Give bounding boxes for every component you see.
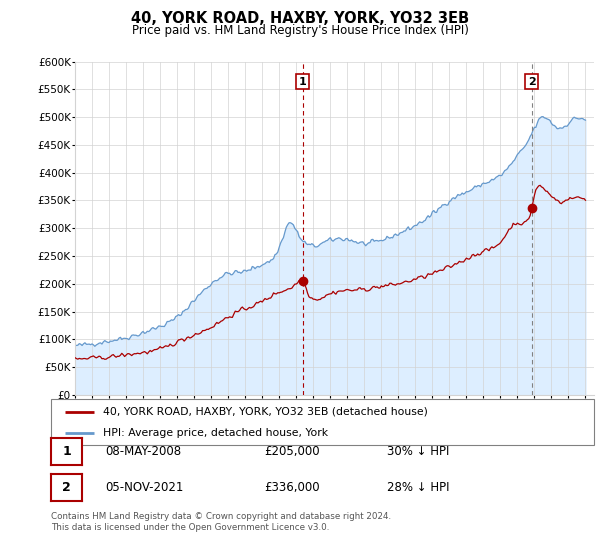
Text: 1: 1 <box>62 445 71 459</box>
Text: 2: 2 <box>62 480 71 494</box>
Text: 05-NOV-2021: 05-NOV-2021 <box>105 480 184 494</box>
Text: 2: 2 <box>528 77 536 87</box>
Text: 40, YORK ROAD, HAXBY, YORK, YO32 3EB: 40, YORK ROAD, HAXBY, YORK, YO32 3EB <box>131 11 469 26</box>
Text: Price paid vs. HM Land Registry's House Price Index (HPI): Price paid vs. HM Land Registry's House … <box>131 24 469 36</box>
Text: HPI: Average price, detached house, York: HPI: Average price, detached house, York <box>103 428 328 438</box>
FancyBboxPatch shape <box>51 399 594 445</box>
Text: 40, YORK ROAD, HAXBY, YORK, YO32 3EB (detached house): 40, YORK ROAD, HAXBY, YORK, YO32 3EB (de… <box>103 407 427 417</box>
Text: 28% ↓ HPI: 28% ↓ HPI <box>387 480 449 494</box>
Text: 08-MAY-2008: 08-MAY-2008 <box>105 445 181 459</box>
Text: Contains HM Land Registry data © Crown copyright and database right 2024.
This d: Contains HM Land Registry data © Crown c… <box>51 512 391 532</box>
Text: £336,000: £336,000 <box>264 480 320 494</box>
Text: 30% ↓ HPI: 30% ↓ HPI <box>387 445 449 459</box>
Text: 1: 1 <box>299 77 307 87</box>
Text: £205,000: £205,000 <box>264 445 320 459</box>
